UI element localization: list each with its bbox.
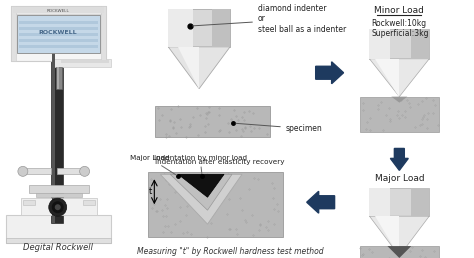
Bar bbox=[148, 172, 283, 237]
Bar bbox=[53, 59, 110, 67]
Text: t: t bbox=[149, 187, 152, 196]
Bar bbox=[369, 188, 429, 216]
Bar bbox=[168, 9, 230, 47]
Circle shape bbox=[52, 201, 64, 213]
Bar bbox=[11, 6, 106, 14]
Polygon shape bbox=[387, 246, 411, 258]
Polygon shape bbox=[375, 216, 399, 256]
Bar bbox=[13, 7, 103, 13]
Bar bbox=[359, 246, 439, 258]
FancyArrow shape bbox=[316, 62, 344, 84]
Bar bbox=[11, 6, 16, 61]
Bar bbox=[411, 188, 429, 216]
Bar bbox=[82, 200, 95, 205]
Bar bbox=[19, 39, 98, 42]
Bar bbox=[100, 6, 106, 61]
Bar bbox=[155, 106, 270, 138]
Bar bbox=[17, 15, 100, 53]
Bar bbox=[29, 185, 89, 193]
Text: Minor Load: Minor Load bbox=[374, 6, 424, 15]
Bar bbox=[11, 6, 106, 61]
Text: ROCKWELL: ROCKWELL bbox=[46, 9, 69, 13]
Text: Indentation by minor load: Indentation by minor load bbox=[154, 155, 246, 174]
Text: Rockwell:10kg
Superficial:3kg: Rockwell:10kg Superficial:3kg bbox=[372, 19, 429, 38]
Bar bbox=[19, 33, 98, 36]
Circle shape bbox=[55, 204, 61, 210]
Bar bbox=[369, 29, 391, 59]
Polygon shape bbox=[168, 47, 230, 89]
Text: Major Load: Major Load bbox=[374, 174, 424, 183]
Text: Indentation after elasticity recovery: Indentation after elasticity recovery bbox=[155, 159, 285, 165]
Bar bbox=[19, 45, 98, 48]
Bar bbox=[23, 168, 51, 174]
Bar bbox=[23, 200, 35, 205]
Text: specimen: specimen bbox=[236, 123, 322, 133]
Text: Measuring "t" by Rockwell hardness test method: Measuring "t" by Rockwell hardness test … bbox=[137, 247, 323, 256]
Polygon shape bbox=[369, 59, 429, 97]
Bar bbox=[21, 198, 97, 215]
Bar bbox=[19, 27, 98, 30]
Bar bbox=[369, 188, 391, 216]
Bar bbox=[168, 9, 193, 47]
Bar bbox=[52, 49, 55, 223]
Bar bbox=[359, 97, 439, 132]
Bar bbox=[61, 60, 109, 63]
Polygon shape bbox=[392, 97, 407, 103]
Text: diamond indenter
or
steel ball as a indenter: diamond indenter or steel ball as a inde… bbox=[192, 4, 346, 34]
Bar bbox=[36, 193, 82, 197]
Bar bbox=[369, 29, 429, 59]
FancyArrow shape bbox=[391, 148, 408, 170]
Circle shape bbox=[80, 166, 90, 176]
Bar bbox=[56, 67, 62, 89]
Bar bbox=[6, 238, 110, 243]
Circle shape bbox=[18, 166, 28, 176]
Polygon shape bbox=[369, 216, 429, 256]
Bar bbox=[51, 49, 63, 223]
Polygon shape bbox=[178, 174, 224, 197]
FancyArrow shape bbox=[307, 191, 335, 213]
Text: Major Load: Major Load bbox=[130, 155, 176, 175]
Bar bbox=[411, 29, 429, 59]
Bar bbox=[6, 215, 110, 243]
Bar bbox=[211, 9, 230, 47]
Bar bbox=[57, 168, 85, 174]
Text: ROCKWELL: ROCKWELL bbox=[38, 30, 77, 35]
Polygon shape bbox=[375, 59, 399, 97]
Text: Degital Rockwell: Degital Rockwell bbox=[23, 243, 93, 252]
Polygon shape bbox=[170, 174, 232, 210]
Circle shape bbox=[49, 198, 67, 216]
Bar bbox=[19, 21, 98, 24]
Polygon shape bbox=[160, 174, 242, 224]
Bar bbox=[57, 67, 59, 89]
Polygon shape bbox=[178, 47, 199, 89]
